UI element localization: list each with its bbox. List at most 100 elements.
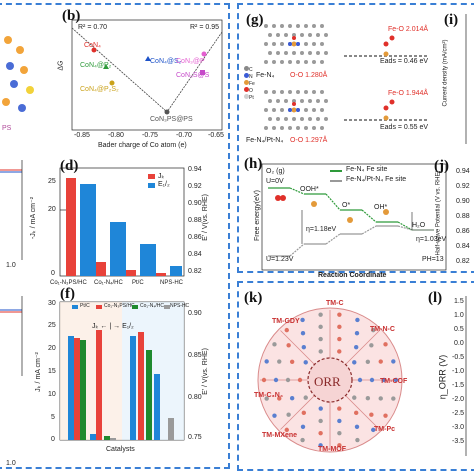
panel-f-bar-0 bbox=[68, 336, 74, 440]
panel-h-species-h2o: H₂O bbox=[412, 222, 426, 229]
panel-b-xtick-2: -0.75 bbox=[142, 132, 158, 139]
panel-d-ytick-left-0: 0 bbox=[51, 270, 55, 277]
legend-dot-pt bbox=[244, 94, 249, 99]
panel-f-bar-1 bbox=[74, 338, 80, 440]
panel-g-legend-pt: Pt bbox=[244, 86, 254, 104]
panel-f-left-edge-plot bbox=[0, 296, 23, 376]
panel-h-ph: PH=13 bbox=[422, 256, 444, 263]
panel-h-legend-swatch-0 bbox=[330, 170, 342, 172]
panel-l-tag: (l) bbox=[428, 290, 443, 306]
panel-d-bar-5 bbox=[140, 244, 156, 276]
panel-d-bar-4 bbox=[126, 270, 136, 276]
panel-j-tag: (j) bbox=[434, 158, 449, 174]
panel-b-left-fragment-label: PS bbox=[2, 125, 12, 132]
panel-d-category-3: NPS-HC bbox=[160, 280, 184, 286]
panel-b-r2-right: R² = 0.95 bbox=[190, 24, 219, 31]
panel-k-label-tm-c: TM-C bbox=[326, 300, 344, 307]
panel-f-ytick-left-20: 20 bbox=[48, 345, 56, 352]
panel-g-eads-top: Eads = 0.46 eV bbox=[380, 58, 429, 65]
panel-f-ylabel: Jₖ / mA cm⁻² bbox=[34, 352, 42, 392]
panel-f-ytick-right-0.80: 0.80 bbox=[188, 394, 202, 401]
panel-h-tag: (h) bbox=[244, 156, 263, 172]
panel-d-bar-3 bbox=[110, 222, 126, 276]
panel-f-legend-swatch-con4 bbox=[132, 305, 138, 309]
panel-k-label-tm-pc: TM-Pc bbox=[374, 426, 395, 433]
panel-b-xtick-0: -0.85 bbox=[74, 132, 90, 139]
panel-d-ytick-right-3: 0.88 bbox=[188, 217, 202, 224]
panel-j-ytick-1: 0.92 bbox=[456, 183, 470, 190]
panel-h-legend-1: Fe-N₄/Pt-N₄ Fe site bbox=[346, 176, 407, 183]
panel-g-structure-top bbox=[264, 24, 328, 64]
panel-d-ytick-right-0: 0.94 bbox=[188, 166, 202, 173]
panel-j-ylabel: Half-wave Potential (V vs. RHE) bbox=[435, 170, 442, 256]
panel-b-axes bbox=[71, 19, 223, 131]
panel-b-point-con4: CoN₄ bbox=[84, 42, 101, 49]
left-panel-frame bbox=[0, 3, 230, 469]
panel-d-ytick-right-6: 0.82 bbox=[188, 268, 202, 275]
panel-g-side-view-bottom bbox=[344, 99, 428, 121]
panel-d-ylabel: -Jₖ / mA cm⁻² bbox=[30, 196, 38, 240]
panel-j-ytick-0: 0.94 bbox=[456, 168, 470, 175]
panel-l-ytick-7: -2.0 bbox=[452, 396, 465, 403]
panel-j-ytick-3: 0.88 bbox=[456, 213, 470, 220]
panel-d-ytick-right-1: 0.92 bbox=[188, 183, 202, 190]
panel-d-legend-e12: E₁/₂ bbox=[158, 181, 170, 188]
panel-g-legend-o: O bbox=[244, 79, 253, 97]
panel-b-point-con4-s2: CoN₄@S₂ bbox=[150, 58, 182, 65]
panel-g-fe-o-bottom: Fe-O 1.944Å bbox=[388, 90, 429, 97]
panel-f-ytick-left-15: 15 bbox=[48, 368, 56, 375]
panel-j-ytick-4: 0.86 bbox=[456, 228, 470, 235]
panel-l-ytick-5: -1.0 bbox=[452, 368, 465, 375]
panel-f-legend-ptc: Pt/C bbox=[80, 303, 90, 309]
panel-g-label-top: Fe-N₄ bbox=[256, 72, 275, 79]
legend-dot-fe bbox=[244, 80, 249, 85]
panel-d-bar-2 bbox=[96, 262, 106, 276]
panel-h-path-fe-n4 bbox=[268, 187, 434, 231]
panel-k-network bbox=[257, 307, 403, 453]
panel-h-xlabel: Reaction Coordinate bbox=[318, 272, 387, 279]
panel-f-bar-9 bbox=[146, 350, 152, 440]
panel-k-label-tm-cof: TM-COF bbox=[380, 378, 408, 385]
panel-k-label-tm-mof: TM-MOF bbox=[318, 446, 346, 453]
panel-f-ytick-left-25: 25 bbox=[48, 322, 56, 329]
panel-l-ytick-8: -2.5 bbox=[452, 410, 465, 417]
panel-d-ytick-right-4: 0.86 bbox=[188, 234, 202, 241]
panel-f-ytick-left-30: 30 bbox=[48, 300, 56, 307]
panel-d-ytick-right-2: 0.90 bbox=[188, 200, 202, 207]
panel-l-ytick-1: 1.0 bbox=[454, 312, 464, 319]
panel-h-species-ooh: OOH* bbox=[300, 186, 319, 193]
panel-f-ytick-right-0.75: 0.75 bbox=[188, 434, 202, 441]
panel-b-point-con3ps-ps: CoN₃PS@PS bbox=[150, 116, 193, 123]
panel-g-legend-n: N bbox=[244, 65, 253, 83]
panel-g-fe-o-top: Fe-O 2.014Å bbox=[388, 26, 429, 33]
panel-d-left-edge-plot bbox=[0, 160, 23, 260]
panel-d-legend-swatch-jk bbox=[148, 174, 155, 179]
panel-f-bar-8 bbox=[138, 332, 144, 440]
panel-i-ylabel: Current density (mA/cm²) bbox=[442, 39, 449, 107]
panel-l-ytick-0: 1.5 bbox=[454, 298, 464, 305]
panel-f-ytick-right-0.85: 0.85 bbox=[188, 352, 202, 359]
right-top-panel-frame bbox=[237, 3, 474, 273]
panel-b-point-con3s-s: CoN₃S@S bbox=[176, 72, 210, 79]
panel-f-bar-5 bbox=[104, 436, 110, 440]
panel-d-bars bbox=[66, 178, 182, 276]
panel-j-ytick-2: 0.90 bbox=[456, 198, 470, 205]
panel-b-r2-left: R² = 0.70 bbox=[78, 24, 107, 31]
panel-b-point-con4-p2s2: CoN₄@P₂S₂ bbox=[80, 86, 119, 93]
panel-d-category-0: Co₁-N₃PS/HC bbox=[50, 280, 87, 286]
panel-g-legend-fe: Fe bbox=[244, 72, 255, 90]
panel-h-path-fe-n4-pt-n4 bbox=[268, 225, 434, 257]
panel-k-label-tm-mxene: TM-MXene bbox=[262, 432, 297, 439]
panel-l-ytick-6: -1.5 bbox=[452, 382, 465, 389]
panel-h-legend-swatch-1 bbox=[330, 180, 342, 182]
panel-f-bars bbox=[68, 330, 174, 440]
panel-d-axes bbox=[59, 167, 185, 277]
panel-i-tag: (i) bbox=[444, 12, 459, 28]
panel-f-annotation: Jₖ ← | → E₁/₂ bbox=[92, 323, 134, 330]
panel-h-species-oh: OH* bbox=[374, 204, 388, 211]
panel-k-label-tm-n-c: TM-N-C bbox=[370, 326, 395, 333]
panel-i-axes-fragment bbox=[465, 14, 467, 144]
panel-k-center-label: ORR bbox=[314, 374, 341, 389]
panel-l-ytick-9: -3.0 bbox=[452, 424, 465, 431]
panel-l-ytick-3: 0.0 bbox=[454, 340, 464, 347]
